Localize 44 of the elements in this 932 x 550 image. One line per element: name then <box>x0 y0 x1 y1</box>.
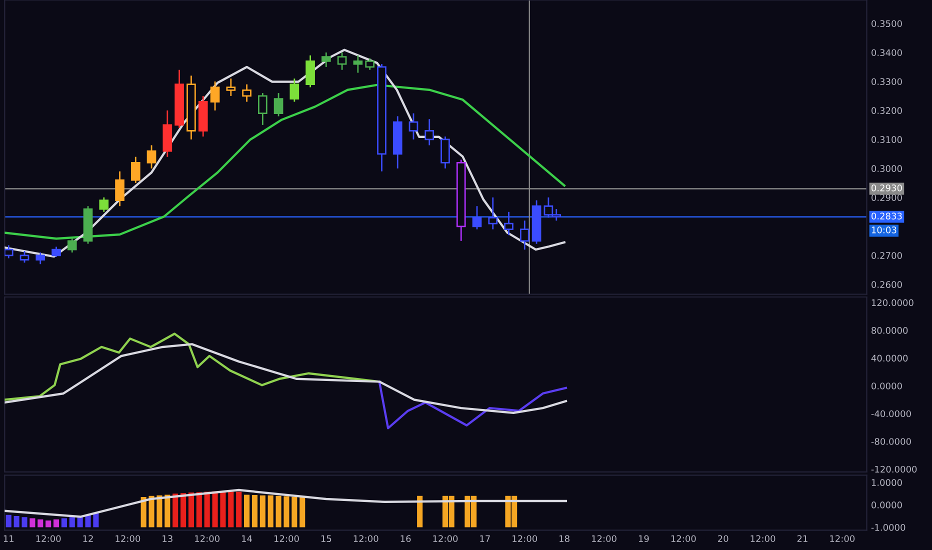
x-tick-label: 12:00 <box>433 535 458 542</box>
y-tick-label: 120.0000 <box>872 299 914 306</box>
x-tick-label: 12:00 <box>671 535 696 542</box>
text: 10:03 <box>872 226 896 234</box>
x-tick-label: 11 <box>4 535 14 542</box>
x-tick-label: 12:00 <box>750 535 776 542</box>
x-tick-label: 12:00 <box>195 535 220 542</box>
y-tick-label: 40.0000 <box>871 354 908 362</box>
y-tick-label: 80.0000 <box>872 327 908 334</box>
x-tick-label: 12:00 <box>274 535 299 542</box>
x-tick-label: 12:00 <box>36 535 61 542</box>
y-tick-label: 0.0000 <box>872 502 902 508</box>
y-tick-label: 0.3200 <box>872 107 902 114</box>
x-tick-label: 12 <box>83 535 93 542</box>
x-tick-label: 14 <box>242 535 252 542</box>
y-tick-label: -120.0000 <box>871 466 917 473</box>
x-tick-label: 12:00 <box>830 535 855 542</box>
x-tick-label: 16 <box>400 535 411 542</box>
ref-line-label: 0.2833 <box>872 212 902 220</box>
x-tick-label: 12:00 <box>116 535 140 542</box>
y-tick-label: 0.3300 <box>872 78 902 86</box>
y-tick-label: 0.3000 <box>872 165 902 172</box>
y-tick-label: -80.0000 <box>871 438 911 445</box>
y-tick-label: -1.0000 <box>871 524 906 531</box>
y-tick-label: 0.2700 <box>872 252 902 259</box>
x-tick-label: 12:00 <box>354 535 378 542</box>
x-tick-label: 19 <box>638 535 649 542</box>
x-tick-label: 12:00 <box>592 535 616 542</box>
y-tick-label: 1.0000 <box>872 479 902 486</box>
y-tick-label: 0.0000 <box>872 382 902 390</box>
y-tick-label: 0.2600 <box>872 281 902 288</box>
y-tick-label: 0.3100 <box>872 136 902 143</box>
x-tick-label: 21 <box>797 535 808 542</box>
x-tick-label: 12:00 <box>512 535 538 542</box>
x-tick-label: 15 <box>321 535 332 542</box>
y-tick-label: 0.2900 <box>872 194 902 201</box>
x-tick-label: 13 <box>162 535 172 542</box>
y-tick-label: 0.3500 <box>872 20 902 28</box>
x-tick-label: 20 <box>718 535 728 542</box>
ref-line-label: 0.2930 <box>872 184 902 192</box>
y-tick-label: 0.3400 <box>872 49 902 56</box>
y-tick-label: -40.0000 <box>871 410 911 418</box>
x-tick-label: 17 <box>480 535 490 542</box>
x-tick-label: 18 <box>560 535 570 542</box>
